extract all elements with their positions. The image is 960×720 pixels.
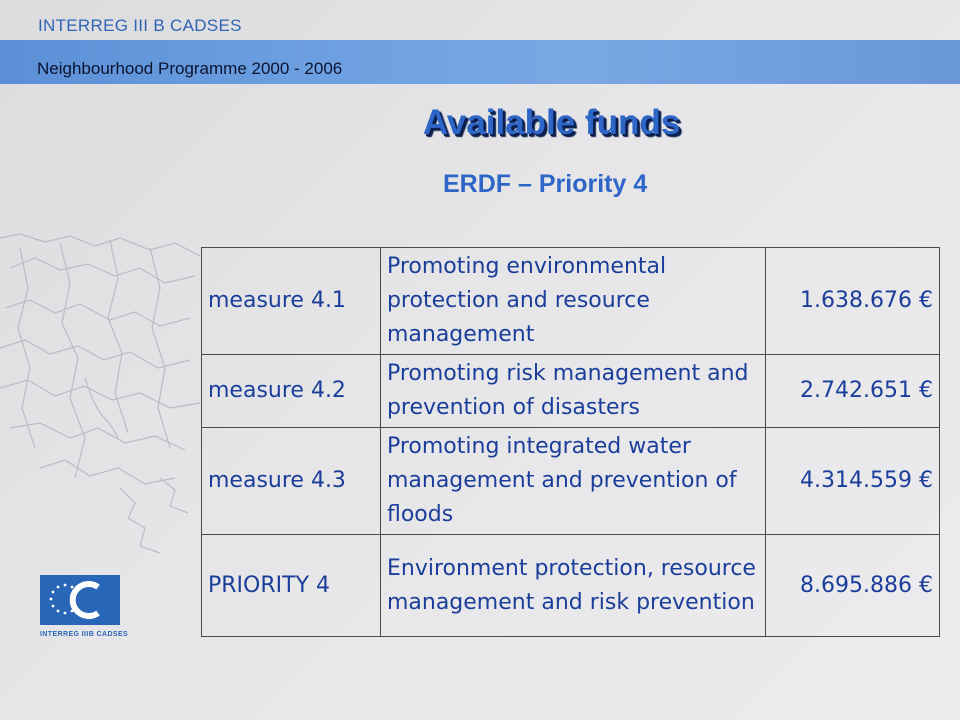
- description-cell: Promoting integrated water management an…: [379, 427, 767, 535]
- table-row: measure 4.3 Promoting integrated water m…: [201, 427, 940, 535]
- description-cell: Promoting environmental protection and r…: [379, 247, 767, 355]
- eu-stars-logo-icon: [49, 581, 100, 619]
- program-subtitle: Neighbourhood Programme 2000 - 2006: [37, 59, 343, 78]
- cadses-logo: INTERREG IIIB CADSES: [40, 575, 128, 640]
- measure-cell: measure 4.2: [201, 354, 381, 428]
- table-row: measure 4.1 Promoting environmental prot…: [201, 247, 940, 355]
- amount-cell: 1.638.676 €: [765, 247, 940, 355]
- logo-text: INTERREG IIIB CADSES: [40, 631, 129, 638]
- europe-map-outline: [0, 233, 201, 554]
- table-row-total: PRIORITY 4 Environment protection, resou…: [201, 534, 940, 637]
- amount-cell: 4.314.559 €: [765, 427, 940, 535]
- priority-cell: PRIORITY 4: [201, 534, 381, 637]
- slide-title-wrap: Available funds: [0, 103, 960, 143]
- measure-cell: measure 4.1: [201, 247, 381, 355]
- description-cell: Promoting risk management and prevention…: [379, 354, 767, 428]
- logo-box: [40, 575, 120, 625]
- table-row: measure 4.2 Promoting risk management an…: [201, 354, 940, 428]
- description-cell: Environment protection, resource managem…: [379, 534, 767, 637]
- header-band: Neighbourhood Programme 2000 - 2006: [0, 40, 960, 84]
- total-amount-cell: 8.695.886 €: [765, 534, 940, 637]
- funds-table: measure 4.1 Promoting environmental prot…: [201, 247, 940, 637]
- amount-cell: 2.742.651 €: [765, 354, 940, 428]
- slide-subtitle: ERDF – Priority 4: [443, 170, 648, 198]
- slide-title: Available funds: [422, 103, 681, 142]
- measure-cell: measure 4.3: [201, 427, 381, 535]
- header-top: INTERREG III B CADSES: [0, 0, 960, 40]
- program-name: INTERREG III B CADSES: [38, 16, 242, 35]
